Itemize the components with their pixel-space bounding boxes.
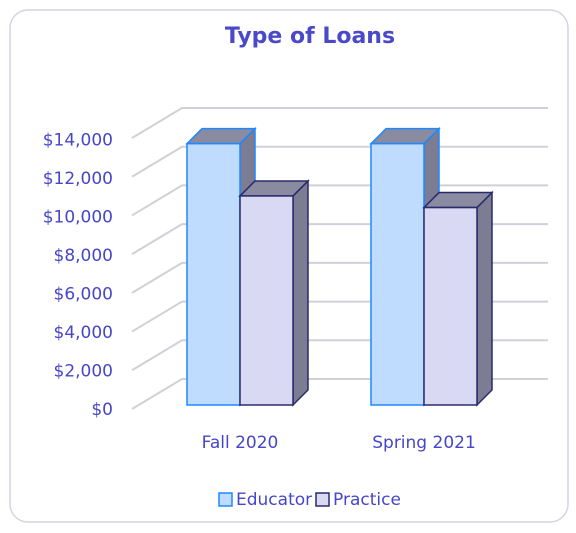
y-tick-label: $10,000 [43,207,113,227]
bar-side [476,190,493,407]
y-tick-label: $12,000 [43,169,113,189]
y-tick-label: $14,000 [43,130,113,150]
y-tick-label: $6,000 [54,284,113,304]
bar [186,142,241,406]
y-tick-label: $4,000 [54,323,113,343]
y-tick-label: $2,000 [54,361,113,381]
legend-label: Educator [236,490,312,510]
bar [370,142,425,406]
bar-side [292,179,309,407]
x-tick-label: Spring 2021 [372,433,476,453]
x-tick-label: Fall 2020 [202,433,279,453]
bar [423,206,478,406]
bar [239,195,294,406]
grid-line [131,107,548,139]
legend-label: Practice [333,490,401,510]
y-tick-label: $8,000 [54,246,113,266]
legend-swatch [218,492,233,507]
legend-swatch [315,492,330,507]
chart-title: Type of Loans [225,24,395,49]
y-tick-label: $0 [91,400,113,420]
